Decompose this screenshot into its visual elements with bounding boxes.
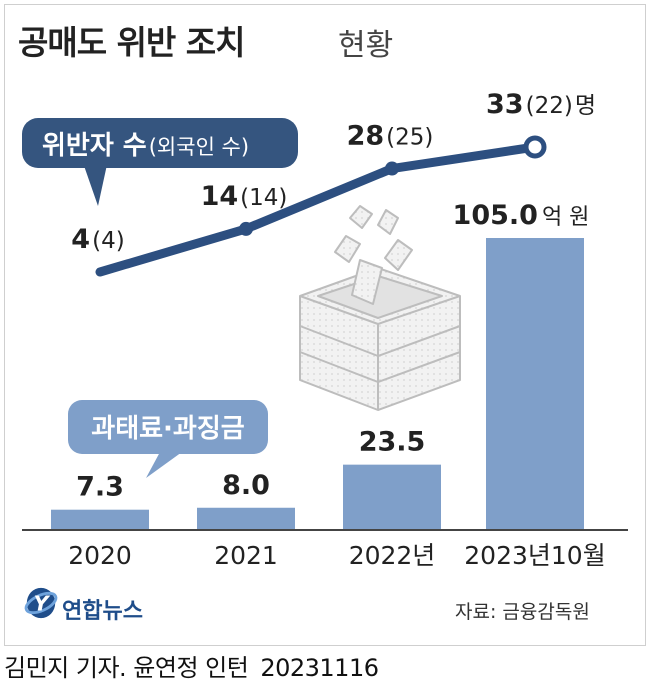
bar-value-label: 105.0 억 원 [453, 200, 590, 231]
line-value: 28 [347, 121, 385, 152]
x-axis: 2020 2021 2022년 2023년10월 [68, 541, 606, 570]
money-stack-flying-bills [334, 205, 413, 305]
line-value: 14 [201, 181, 239, 212]
bar-value: 105.0 [453, 200, 538, 231]
money-stack-tier-top [299, 267, 461, 357]
line-sub-value: (14) [240, 185, 287, 211]
line-sub-value: (4) [92, 228, 125, 254]
x-tick-label: 2021 [214, 541, 278, 570]
line-path [95, 142, 540, 277]
line-legend-label: 위반자 수 [42, 131, 147, 161]
line-point [239, 221, 253, 236]
line-sub-value: (25) [386, 125, 433, 151]
line-series: 4(4) 14(14) 28(25) 33(22)명 [71, 89, 596, 277]
line-value-label: 14(14) [201, 181, 288, 212]
line-value-label: 33(22)명 [486, 89, 596, 120]
yonhap-logo-icon: Y [24, 587, 58, 619]
x-tick-label: 2023년10월 [464, 541, 605, 570]
page-subtitle: 현황 [338, 28, 394, 63]
credit-author: 김민지 기자. 윤연정 인턴 [4, 654, 249, 682]
bar [343, 464, 441, 530]
line-sub-value: (22) [526, 93, 573, 119]
line-unit: 명 [575, 93, 596, 119]
bar-unit: 억 원 [542, 205, 589, 230]
bar-callout-box [68, 400, 268, 454]
bar [197, 507, 295, 530]
agency-name: 연합뉴스 [62, 599, 143, 624]
bar [486, 238, 584, 530]
bar-value-label: 7.3 [76, 472, 124, 503]
line-callout-pointer [82, 160, 108, 206]
x-tick-label: 2020 [68, 541, 132, 570]
bar-value-label: 23.5 [359, 427, 426, 458]
page-title: 공매도 위반 조치 [18, 23, 245, 62]
money-stack-icon [299, 205, 461, 411]
bar [51, 509, 149, 530]
line-value-label: 28(25) [347, 121, 434, 152]
line-legend-text: 위반자 수(외국인 수) [42, 131, 249, 161]
credit-date: 20231116 [260, 654, 379, 682]
line-legend-sub-label: (외국인 수) [149, 135, 249, 159]
bar-value: 8.0 [222, 470, 270, 501]
bar-value: 7.3 [76, 472, 124, 503]
credit-line: 김민지 기자. 윤연정 인턴 20231116 [4, 648, 379, 683]
line-end-marker [523, 135, 547, 159]
bar-series: 7.3 8.0 23.5 105.0 억 원 [22, 200, 628, 531]
line-value: 4 [71, 224, 90, 255]
source-text: 자료: 금융감독원 [455, 601, 590, 623]
bar-callout-pointer [146, 452, 182, 478]
line-point [385, 161, 399, 176]
bar-legend-label: 과태료·과징금 [91, 414, 244, 444]
line-value-label: 4(4) [71, 224, 124, 255]
bar-value-label: 8.0 [222, 470, 270, 501]
line-legend-callout: 위반자 수(외국인 수) [22, 118, 298, 206]
bar-value: 23.5 [359, 427, 426, 458]
x-tick-label: 2022년 [349, 541, 436, 570]
line-value: 33 [486, 89, 524, 120]
svg-text:Y: Y [33, 592, 50, 616]
line-callout-box [22, 118, 298, 168]
bar-legend-callout: 과태료·과징금 [68, 400, 268, 478]
